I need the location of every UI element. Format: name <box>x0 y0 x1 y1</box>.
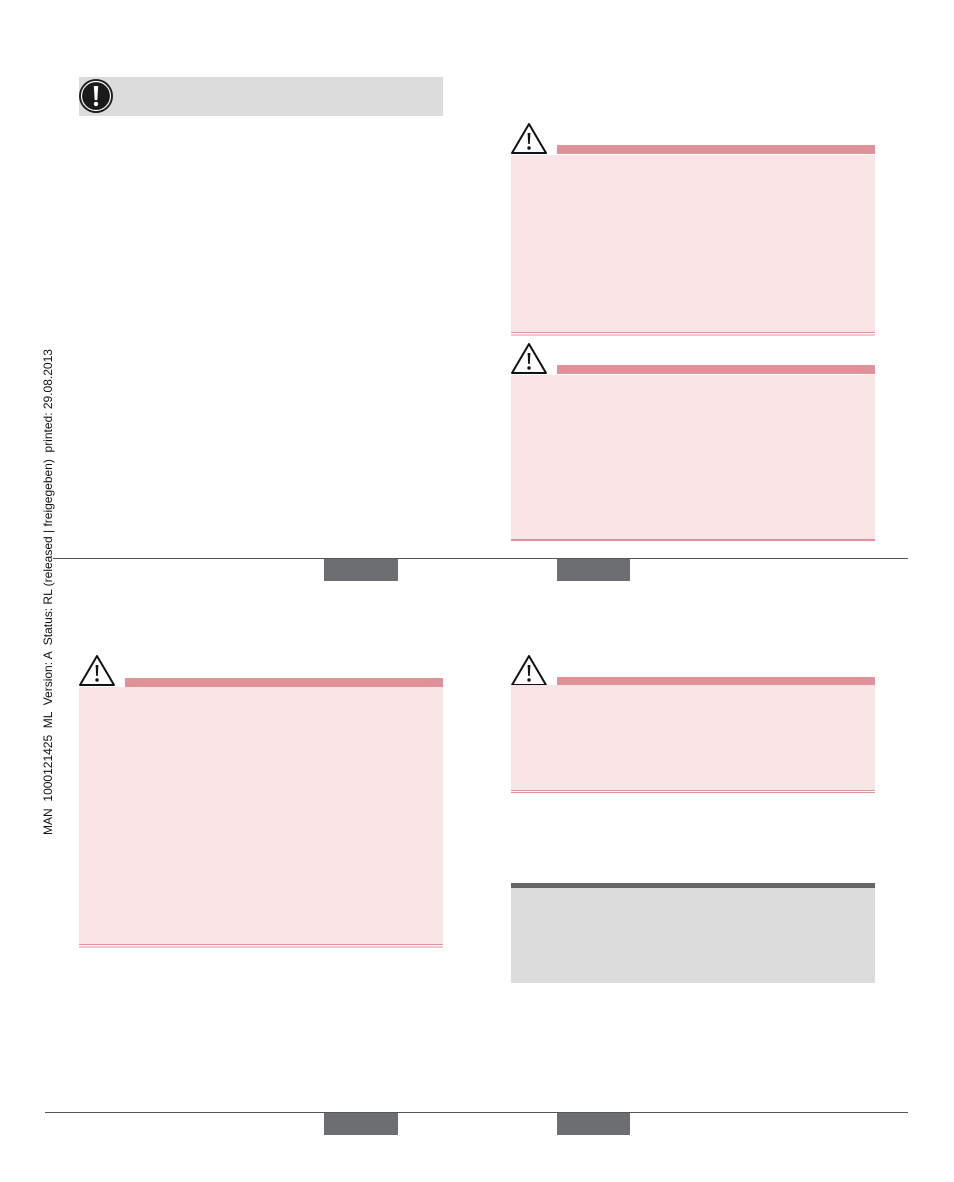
warning-box <box>511 343 875 541</box>
warning-box <box>79 655 443 948</box>
note-icon <box>79 79 113 113</box>
warning-box <box>511 123 875 336</box>
info-box <box>511 883 875 983</box>
page-tab <box>324 1113 398 1135</box>
page-tab <box>557 559 630 581</box>
warning-box <box>511 655 875 793</box>
side-note: MAN 1000121425 ML Version: A Status: RL … <box>41 349 55 835</box>
page-tab <box>324 559 398 581</box>
note-box <box>79 77 443 116</box>
page-tab <box>557 1113 630 1135</box>
